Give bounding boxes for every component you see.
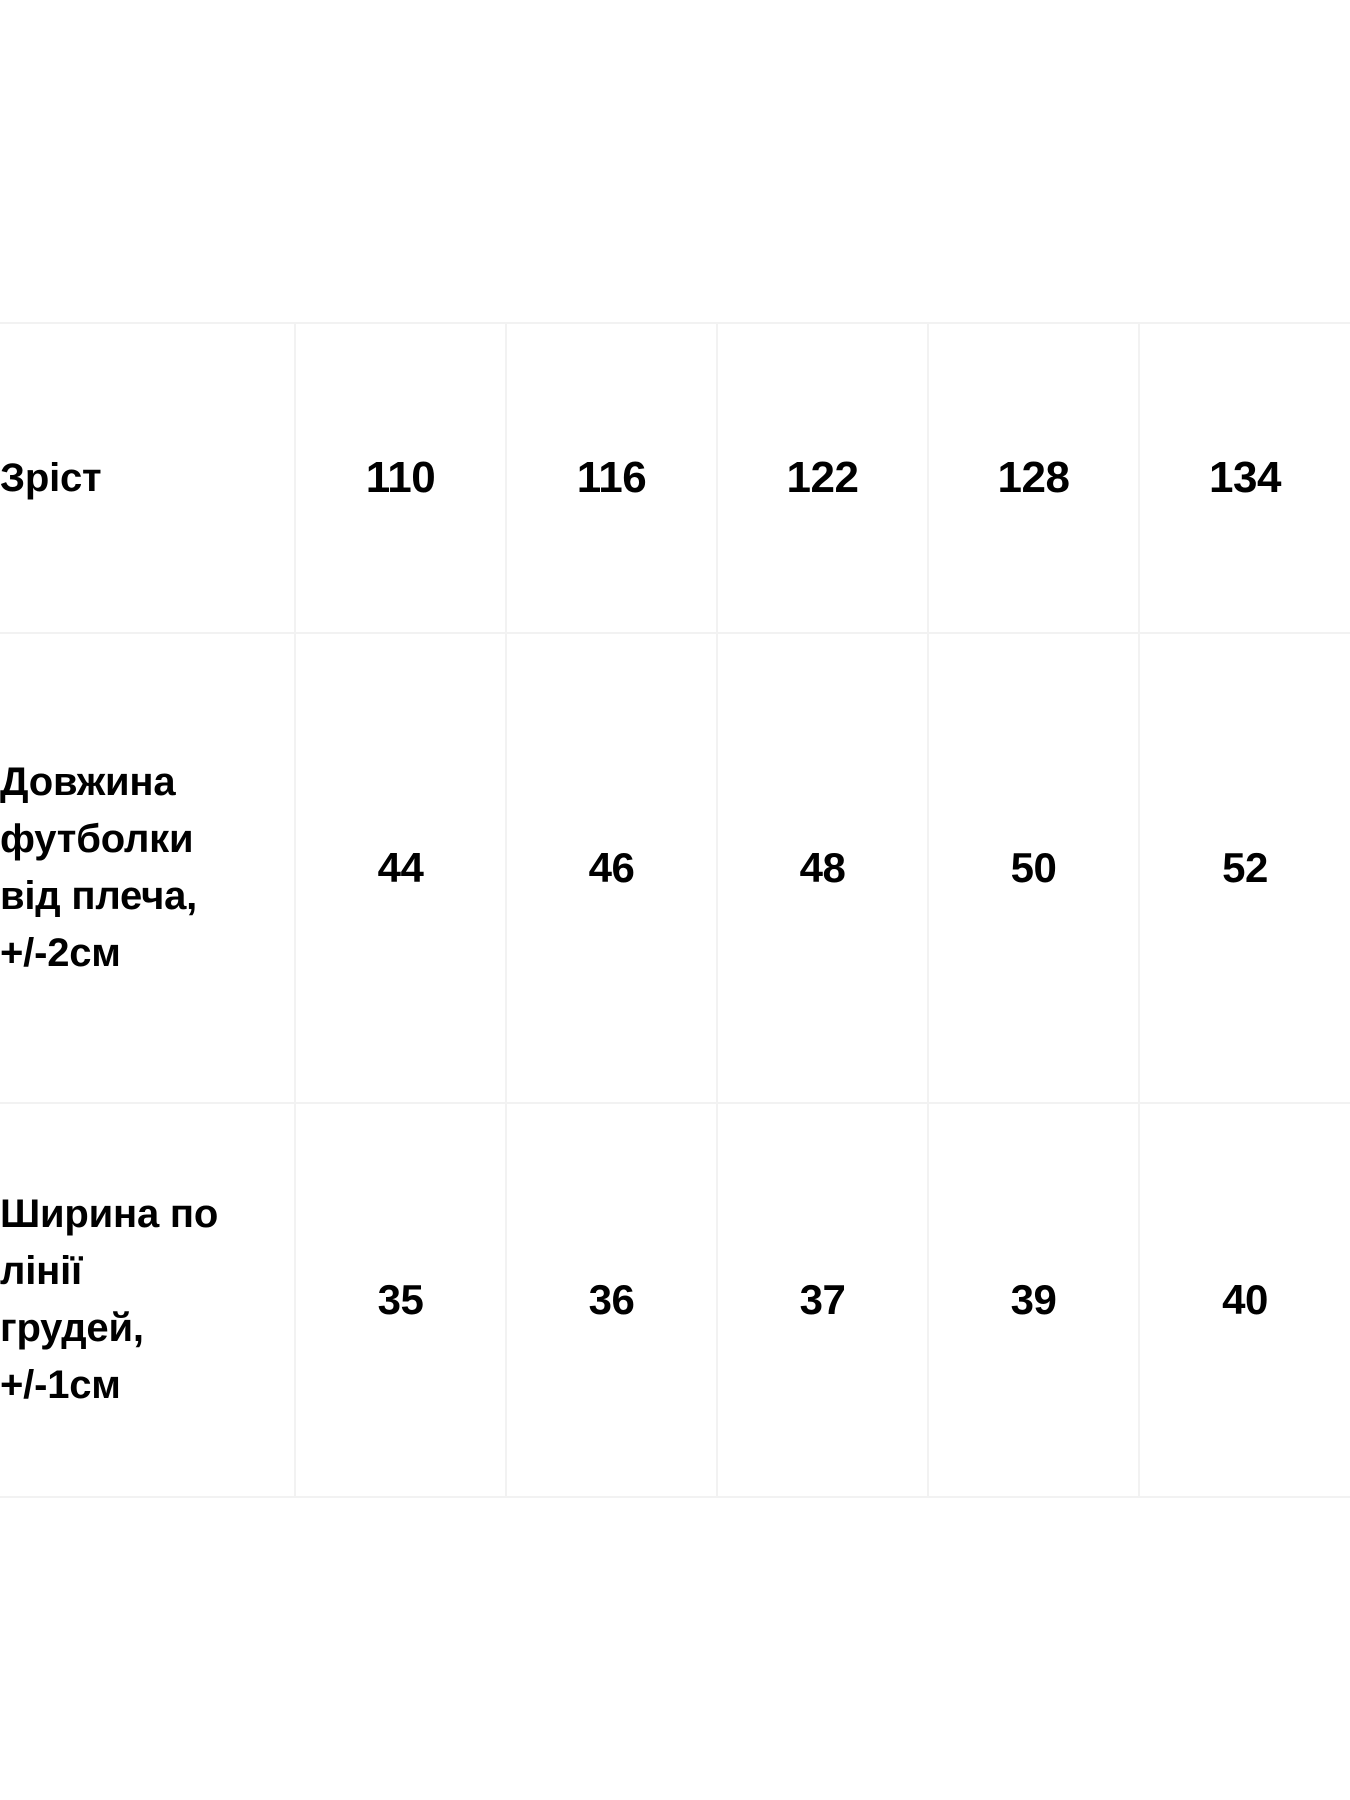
- size-table-container: Зріст 110 116 122 128 134 Довжина футбол…: [0, 322, 1350, 1498]
- cell-chest-width-122: 37: [717, 1102, 929, 1498]
- size-chart-table: Зріст 110 116 122 128 134 Довжина футбол…: [0, 322, 1350, 1498]
- cell-shirt-length-128: 50: [928, 632, 1140, 1104]
- table-row-shirt-length: Довжина футболки від плеча, +/-2см 44 46…: [0, 632, 1350, 1104]
- row-label-line: +/-2см: [0, 930, 121, 975]
- row-label-shirt-length: Довжина футболки від плеча, +/-2см: [0, 632, 296, 1104]
- cell-height-134: 134: [1139, 322, 1350, 634]
- table-row-chest-width: Ширина по лінії грудей, +/-1см 35 36 37 …: [0, 1102, 1350, 1498]
- row-label-line: грудей,: [0, 1306, 144, 1350]
- row-label-height: Зріст: [0, 322, 296, 634]
- cell-shirt-length-116: 46: [506, 632, 718, 1104]
- row-label-line: лінії: [0, 1249, 83, 1294]
- cell-chest-width-110: 35: [295, 1102, 507, 1498]
- cell-shirt-length-110: 44: [295, 632, 507, 1104]
- cell-chest-width-116: 36: [506, 1102, 718, 1498]
- row-label-line: Довжина: [0, 760, 176, 805]
- cell-shirt-length-134: 52: [1139, 632, 1350, 1104]
- row-label-line: Ширина по: [0, 1192, 219, 1237]
- row-label-line: Зріст: [0, 455, 102, 500]
- cell-height-116: 116: [506, 322, 718, 634]
- row-label-line: +/-1см: [0, 1362, 121, 1407]
- cell-shirt-length-122: 48: [717, 632, 929, 1104]
- cell-height-122: 122: [717, 322, 929, 634]
- cell-height-110: 110: [295, 322, 507, 634]
- cell-chest-width-128: 39: [928, 1102, 1140, 1498]
- cell-chest-width-134: 40: [1139, 1102, 1350, 1498]
- row-label-chest-width: Ширина по лінії грудей, +/-1см: [0, 1102, 296, 1498]
- row-label-line: від плеча,: [0, 874, 198, 918]
- row-label-line: футболки: [0, 817, 194, 862]
- table-row-height: Зріст 110 116 122 128 134: [0, 322, 1350, 634]
- cell-height-128: 128: [928, 322, 1140, 634]
